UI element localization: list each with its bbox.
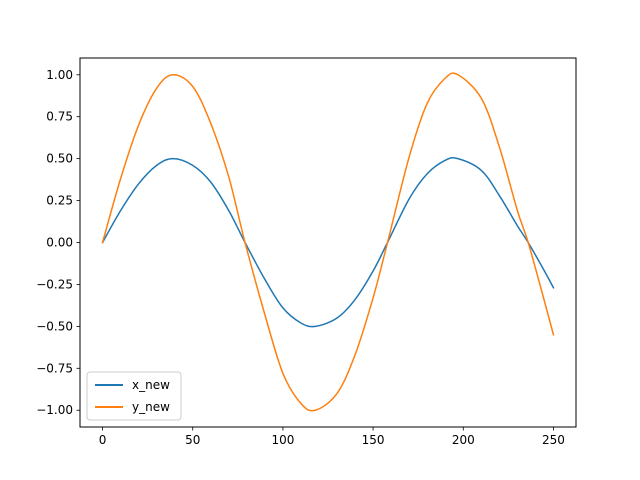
y-tick-label: 0.00 (46, 236, 73, 250)
y-tick-label: −0.50 (36, 319, 73, 333)
y-tick-label: 0.25 (46, 194, 73, 208)
y-axis: −1.00 −0.75 −0.50 −0.25 0.00 0.25 0.50 0.75 1.00 (36, 68, 80, 417)
axes-background (80, 58, 576, 427)
series-layer (101, 72, 555, 412)
x-tick-label: 150 (362, 433, 385, 447)
legend: x_new y_new (86, 371, 182, 421)
series-line-y-new (101, 72, 555, 412)
x-tick-label: 0 (99, 433, 107, 447)
x-tick-label: 200 (452, 433, 475, 447)
y-tick-label: 0.50 (46, 152, 73, 166)
x-axis: 0 50 100 150 200 250 (99, 427, 565, 447)
y-tick-label: −0.25 (36, 277, 73, 291)
series-line-x-new (101, 157, 555, 328)
y-tick-label: −0.75 (36, 361, 73, 375)
y-tick-label: 1.00 (46, 68, 73, 82)
x-tick-label: 100 (271, 433, 294, 447)
y-tick-label: 0.75 (46, 110, 73, 124)
legend-label-y-new: y_new (132, 400, 170, 414)
x-tick-label: 250 (542, 433, 565, 447)
y-tick-label: −1.00 (36, 403, 73, 417)
legend-label-x-new: x_new (132, 378, 170, 392)
x-tick-label: 50 (185, 433, 200, 447)
